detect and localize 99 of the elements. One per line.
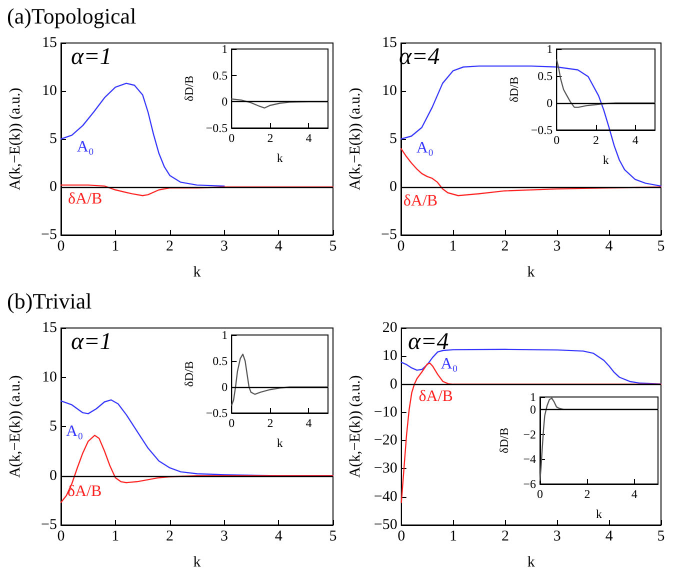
x-tick-label: 3 (220, 238, 228, 254)
chart-title: (a)Topological (7, 4, 136, 28)
x-tick-label: 4 (306, 416, 312, 430)
x-tick-label: 5 (657, 238, 665, 254)
x-tick-label: 2 (593, 133, 599, 147)
x-axis-title: k (193, 554, 202, 570)
x-tick-label: 2 (501, 528, 509, 544)
y-tick-label: 0 (222, 94, 228, 109)
x-tick-label: 1 (449, 238, 457, 254)
x-tick-label: 5 (657, 528, 665, 544)
y-axis-title: δD/B (182, 76, 196, 102)
series-label: A₀ (440, 355, 458, 372)
x-tick-label: 2 (166, 528, 174, 544)
chart-title: (b)Trivial (7, 288, 92, 314)
y-tick-label: 0 (546, 96, 553, 110)
y-tick-label: 0 (50, 468, 57, 484)
y-tick-label: −20 (374, 432, 398, 449)
annotation: α=1 (71, 329, 112, 355)
y-tick-label: 0 (530, 402, 536, 416)
x-tick-label: 2 (166, 238, 174, 254)
x-tick-label: 1 (450, 528, 458, 544)
y-tick-label: 1 (222, 42, 228, 56)
y-tick-label: −0.5 (530, 123, 553, 137)
y-axis-title: δD/B (497, 428, 511, 454)
series-label: δA/B (68, 190, 102, 208)
y-tick-label: 0.5 (538, 69, 553, 83)
line-series (400, 65, 662, 187)
y-tick-label: 15 (42, 35, 57, 51)
y-axis-title: A(k,−E(k)) (a.u.) (8, 88, 24, 190)
y-tick-label: 1 (546, 42, 553, 56)
y-tick-label: 0 (222, 380, 228, 394)
x-tick-label: 4 (605, 528, 614, 544)
y-tick-label: −40 (374, 488, 398, 505)
x-tick-label: 5 (329, 528, 337, 544)
x-axis-title: k (276, 151, 283, 165)
y-tick-label: −2 (523, 427, 536, 442)
y-axis-title: δD/B (182, 361, 196, 387)
y-tick-label: 10 (382, 348, 398, 364)
y-tick-label: 1 (222, 328, 228, 342)
series-label: A₀ (76, 138, 94, 156)
x-tick-label: 4 (274, 528, 283, 544)
y-tick-label: 15 (42, 320, 57, 336)
x-tick-label: 2 (267, 131, 274, 145)
x-tick-label: 2 (267, 416, 274, 430)
y-tick-label: −50 (374, 517, 398, 533)
y-tick-label: 10 (382, 83, 397, 99)
x-tick-label: 4 (306, 131, 312, 145)
series-label: δA/B (67, 482, 102, 500)
x-tick-label: 4 (274, 238, 283, 254)
x-tick-label: 1 (112, 528, 120, 544)
x-tick-label: 4 (605, 238, 614, 254)
x-axis-title: k (276, 436, 283, 450)
y-tick-label: −5 (381, 227, 397, 243)
y-tick-label: −0.5 (206, 121, 228, 135)
y-tick-label: −10 (374, 404, 398, 420)
series-label: A₀ (66, 423, 84, 440)
annotation: α=1 (71, 44, 112, 70)
series-label: δA/B (418, 388, 453, 406)
x-axis-title: k (527, 554, 536, 570)
x-axis-title: k (527, 264, 536, 280)
x-tick-label: 2 (501, 238, 509, 254)
y-tick-label: 0.5 (212, 68, 228, 82)
y-tick-label: −6 (523, 477, 536, 491)
y-axis-title: A(k,−E(k)) (a.u.) (348, 88, 364, 190)
y-tick-label: −5 (41, 517, 57, 533)
x-tick-label: 3 (553, 528, 561, 544)
y-tick-label: 15 (382, 35, 397, 51)
y-tick-label: 10 (42, 83, 57, 99)
y-axis-title: δD/B (507, 76, 521, 102)
x-tick-label: 3 (220, 528, 228, 544)
y-tick-label: −4 (523, 452, 536, 466)
y-axis-title: A(k,−E(k)) (a.u.) (8, 375, 24, 478)
series-label: δA/B (403, 192, 438, 210)
y-tick-label: 0 (390, 376, 398, 392)
annotation: α=4 (408, 329, 449, 355)
y-tick-label: 1 (530, 390, 536, 404)
x-tick-label: 3 (553, 238, 561, 254)
y-tick-label: 0 (390, 179, 397, 195)
x-tick-label: 2 (584, 487, 590, 501)
x-axis-title: k (193, 264, 202, 280)
x-tick-label: 5 (329, 238, 337, 254)
y-tick-label: −0.5 (206, 406, 228, 420)
line-series (556, 59, 656, 108)
x-axis-title: k (602, 153, 609, 167)
y-tick-label: 0 (50, 179, 57, 195)
y-tick-label: 0.5 (212, 354, 228, 368)
series-label: A₀ (416, 140, 434, 157)
line-series (231, 98, 329, 109)
y-tick-label: 10 (42, 369, 57, 386)
line-series (400, 348, 662, 385)
y-tick-label: 20 (382, 320, 398, 336)
x-axis-title: k (596, 507, 602, 521)
y-tick-label: −30 (374, 460, 398, 477)
y-tick-label: −5 (41, 227, 57, 243)
x-tick-label: 4 (631, 487, 638, 501)
y-axis-title: A(k,−E(k)) (a.u.) (348, 375, 364, 478)
line-series (231, 354, 329, 406)
x-tick-label: 1 (112, 238, 120, 254)
x-tick-label: 4 (632, 133, 638, 147)
